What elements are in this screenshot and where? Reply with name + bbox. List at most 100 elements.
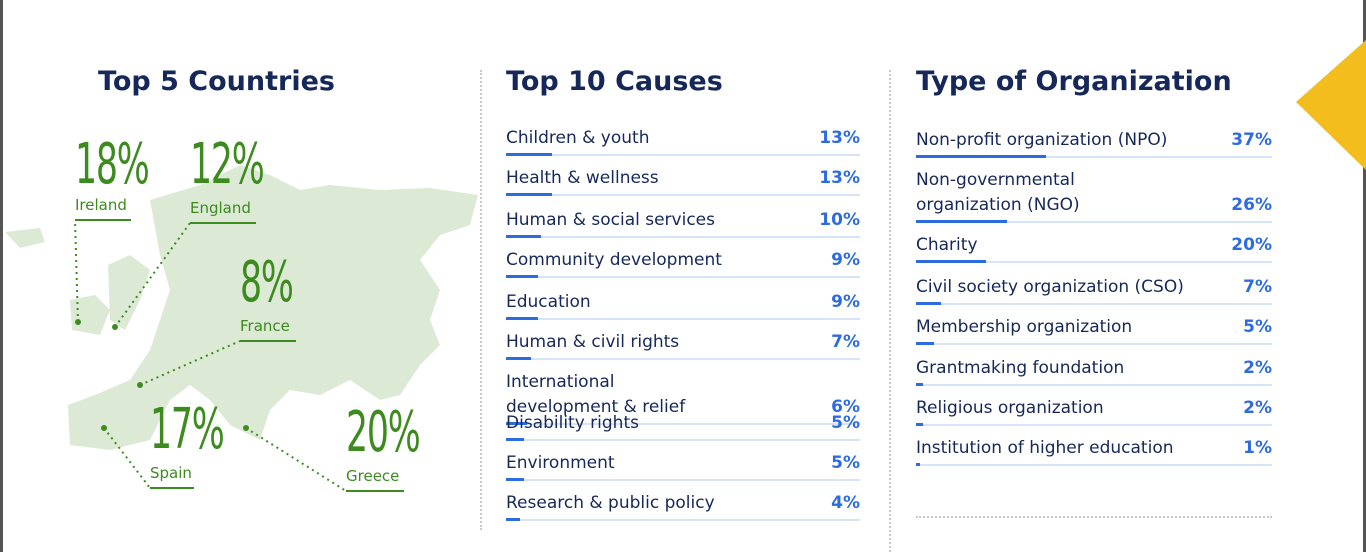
row-value: 6%: [831, 397, 860, 417]
row-label: Civil society organization (CSO): [916, 277, 1184, 297]
divider: [916, 516, 1272, 518]
bar: [506, 422, 527, 425]
bar: [916, 383, 923, 386]
country-name: England: [190, 199, 251, 217]
bar: [916, 220, 1007, 223]
yellow-diamond: [1296, 40, 1366, 170]
bar: [916, 463, 920, 466]
bar-track: [916, 384, 1272, 386]
row-value: 7%: [1243, 277, 1272, 297]
leader-line: [245, 427, 347, 492]
bar: [506, 153, 552, 156]
leader-line: [74, 219, 79, 323]
bar-track: [916, 303, 1272, 305]
country-value: 8%: [240, 250, 294, 315]
country-value: 17%: [150, 397, 225, 462]
row-label: Non-governmental organization (NGO): [916, 170, 1080, 215]
bar-track: [506, 236, 860, 238]
bar: [506, 275, 538, 278]
divider: [889, 70, 891, 552]
bar-track: [916, 464, 1272, 466]
bar-track: [916, 261, 1272, 263]
leader-line: [139, 340, 241, 386]
bar: [916, 423, 923, 426]
row-value: 5%: [831, 453, 860, 473]
bar: [506, 193, 552, 196]
row-label: Grantmaking foundation: [916, 358, 1125, 378]
row-label: Institution of higher education: [916, 438, 1174, 458]
bar-track: [916, 221, 1272, 223]
row-label: Membership organization: [916, 317, 1133, 337]
bar-track: [506, 154, 860, 156]
bar-track: [916, 424, 1272, 426]
bar-track: [506, 479, 860, 481]
row-label: Non-profit organization (NPO): [916, 130, 1168, 150]
bar: [506, 478, 524, 481]
bar: [506, 357, 531, 360]
location-dot: [101, 425, 107, 431]
row-value: 13%: [819, 128, 860, 148]
bar-track: [506, 439, 860, 441]
location-dot: [112, 324, 118, 330]
bar: [506, 235, 541, 238]
bar-track: [506, 423, 860, 425]
row-value: 2%: [1243, 358, 1272, 378]
row-label: Disability rights: [506, 413, 639, 433]
bar: [916, 302, 941, 305]
row-label: Human & civil rights: [506, 332, 680, 352]
left-border: [0, 0, 3, 552]
bar: [506, 438, 524, 441]
bar-track: [916, 343, 1272, 345]
bar-track: [506, 358, 860, 360]
leader-line: [103, 427, 151, 489]
row-label: International development & relief: [506, 372, 686, 417]
bar-track: [916, 156, 1272, 158]
location-dot: [137, 382, 143, 388]
country-name: France: [240, 317, 290, 335]
country-name: Spain: [150, 464, 192, 482]
bar-track: [506, 276, 860, 278]
country-value: 12%: [190, 132, 265, 197]
row-value: 7%: [831, 332, 860, 352]
bar-track: [506, 519, 860, 521]
country-name: Ireland: [75, 196, 127, 214]
europe-map: [5, 165, 478, 450]
row-label: Health & wellness: [506, 168, 659, 188]
row-value: 5%: [831, 413, 860, 433]
right-border: [1363, 0, 1366, 552]
row-value: 1%: [1243, 438, 1272, 458]
location-dot: [75, 319, 81, 325]
bar: [506, 518, 520, 521]
row-value: 2%: [1243, 398, 1272, 418]
bar: [506, 317, 538, 320]
row-value: 4%: [831, 493, 860, 513]
row-label: Education: [506, 292, 591, 312]
row-label: Community development: [506, 250, 722, 270]
row-label: Charity: [916, 235, 978, 255]
section-title: Type of Organization: [916, 66, 1232, 97]
location-dot: [243, 425, 249, 431]
bar: [916, 155, 1046, 158]
section-title: Top 10 Causes: [506, 66, 723, 97]
row-value: 37%: [1231, 130, 1272, 150]
row-value: 5%: [1243, 317, 1272, 337]
row-value: 26%: [1231, 195, 1272, 215]
row-label: Religious organization: [916, 398, 1104, 418]
bar-track: [506, 194, 860, 196]
row-value: 20%: [1231, 235, 1272, 255]
bar-track: [506, 318, 860, 320]
country-value: 20%: [346, 400, 421, 465]
row-label: Human & social services: [506, 210, 715, 230]
row-label: Environment: [506, 453, 615, 473]
row-value: 9%: [831, 292, 860, 312]
row-value: 10%: [819, 210, 860, 230]
section-title: Top 5 Countries: [98, 66, 335, 97]
bar: [916, 260, 986, 263]
row-value: 9%: [831, 250, 860, 270]
row-value: 13%: [819, 168, 860, 188]
country-name: Greece: [346, 467, 400, 485]
row-label: Research & public policy: [506, 493, 715, 513]
divider: [480, 70, 482, 530]
